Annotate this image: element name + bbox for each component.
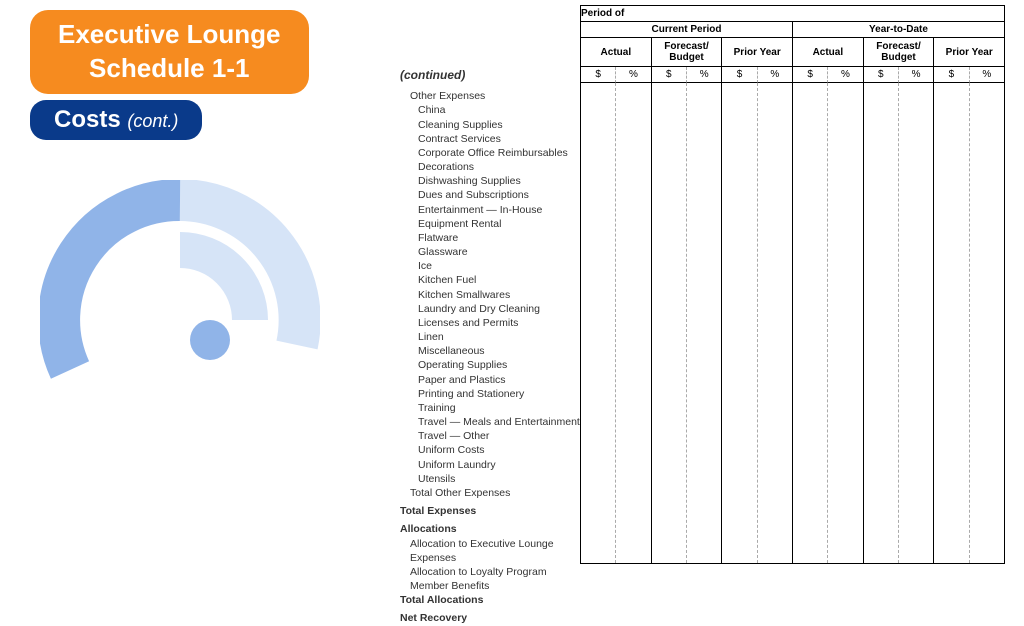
subcol-header: % — [686, 67, 721, 83]
row-label: Licenses and Permits — [400, 316, 580, 330]
row-label: Ice — [400, 259, 580, 273]
row-label: Kitchen Smallwares — [400, 288, 580, 302]
subcol-header-row: $%$%$%$%$%$% — [581, 67, 1004, 83]
row-label: Equipment Rental — [400, 217, 580, 231]
subcol-header: $ — [792, 67, 827, 83]
arc-icon — [40, 180, 320, 460]
row-label: Corporate Office Reimbursables — [400, 146, 580, 160]
row-label: Linen — [400, 330, 580, 344]
row-label: Allocation to Executive Lounge Expenses — [400, 537, 580, 565]
col-header: Forecast/ Budget — [863, 38, 934, 67]
group-ytd: Year-to-Date — [792, 22, 1004, 38]
title-line2: Schedule 1-1 — [58, 52, 281, 86]
subtitle-badge: Costs (cont.) — [30, 100, 202, 140]
subcol-header: % — [898, 67, 933, 83]
row-label: Member Benefits — [400, 579, 580, 593]
row-label: Uniform Laundry — [400, 458, 580, 472]
table-col — [581, 83, 615, 563]
continued-label: (continued) — [400, 67, 580, 83]
row-label: Travel — Other — [400, 429, 580, 443]
row-label: Total Expenses — [400, 504, 580, 518]
row-label: Flatware — [400, 231, 580, 245]
row-label: Dues and Subscriptions — [400, 188, 580, 202]
group-current: Current Period — [581, 22, 792, 38]
table-header: Period of Current Period Year-to-Date Ac… — [581, 6, 1004, 83]
row-label: Allocation to Loyalty Program — [400, 565, 580, 579]
row-label: Decorations — [400, 160, 580, 174]
row-label: Net Recovery — [400, 611, 580, 625]
row-label: Uniform Costs — [400, 443, 580, 457]
col-header: Actual — [792, 38, 863, 67]
col-header: Forecast/ Budget — [651, 38, 722, 67]
subcol-header: % — [615, 67, 650, 83]
row-label: Printing and Stationery — [400, 387, 580, 401]
table-col — [792, 83, 827, 563]
row-label: Utensils — [400, 472, 580, 486]
row-label: Training — [400, 401, 580, 415]
row-label: China — [400, 103, 580, 117]
subtitle-cont: (cont.) — [127, 111, 178, 131]
subcol-header: $ — [933, 67, 968, 83]
table-col — [969, 83, 1004, 563]
group-header-row: Current Period Year-to-Date — [581, 22, 1004, 38]
subcol-header: $ — [581, 67, 615, 83]
col-header: Prior Year — [933, 38, 1004, 67]
subcol-header: % — [757, 67, 792, 83]
subcol-header: $ — [651, 67, 686, 83]
subcol-header: $ — [721, 67, 756, 83]
subcol-header: % — [827, 67, 862, 83]
row-label: Paper and Plastics — [400, 373, 580, 387]
subtitle-main: Costs — [54, 106, 121, 133]
subcol-header: % — [969, 67, 1004, 83]
row-label: Dishwashing Supplies — [400, 174, 580, 188]
row-label: Allocations — [400, 522, 580, 536]
title-line1: Executive Lounge — [58, 18, 281, 52]
data-table: Period of Current Period Year-to-Date Ac… — [580, 5, 1005, 564]
column-header-row: ActualForecast/ BudgetPrior YearActualFo… — [581, 38, 1004, 67]
table-col — [721, 83, 756, 563]
table-col — [757, 83, 792, 563]
title-badge: Executive Lounge Schedule 1-1 — [30, 10, 309, 94]
row-label: Total Other Expenses — [400, 486, 580, 500]
table-col — [827, 83, 862, 563]
row-label: Laundry and Dry Cleaning — [400, 302, 580, 316]
period-of-header: Period of — [581, 6, 1004, 22]
row-label: Travel — Meals and Entertainment — [400, 415, 580, 429]
table-col — [898, 83, 933, 563]
row-label: Miscellaneous — [400, 344, 580, 358]
row-label: Contract Services — [400, 132, 580, 146]
row-label: Operating Supplies — [400, 358, 580, 372]
row-label: Other Expenses — [400, 89, 580, 103]
table-col — [863, 83, 898, 563]
table-col — [686, 83, 721, 563]
subcol-header: $ — [863, 67, 898, 83]
col-header: Prior Year — [721, 38, 792, 67]
table-body — [581, 83, 1004, 563]
table-col — [651, 83, 686, 563]
row-label: Kitchen Fuel — [400, 273, 580, 287]
row-label: Cleaning Supplies — [400, 118, 580, 132]
table-col — [933, 83, 968, 563]
table-col — [615, 83, 650, 563]
row-label: Entertainment — In-House — [400, 203, 580, 217]
row-label: Total Allocations — [400, 593, 580, 607]
row-label: Glassware — [400, 245, 580, 259]
col-header: Actual — [581, 38, 651, 67]
row-labels: (continued) Other ExpensesChinaCleaning … — [400, 67, 580, 626]
